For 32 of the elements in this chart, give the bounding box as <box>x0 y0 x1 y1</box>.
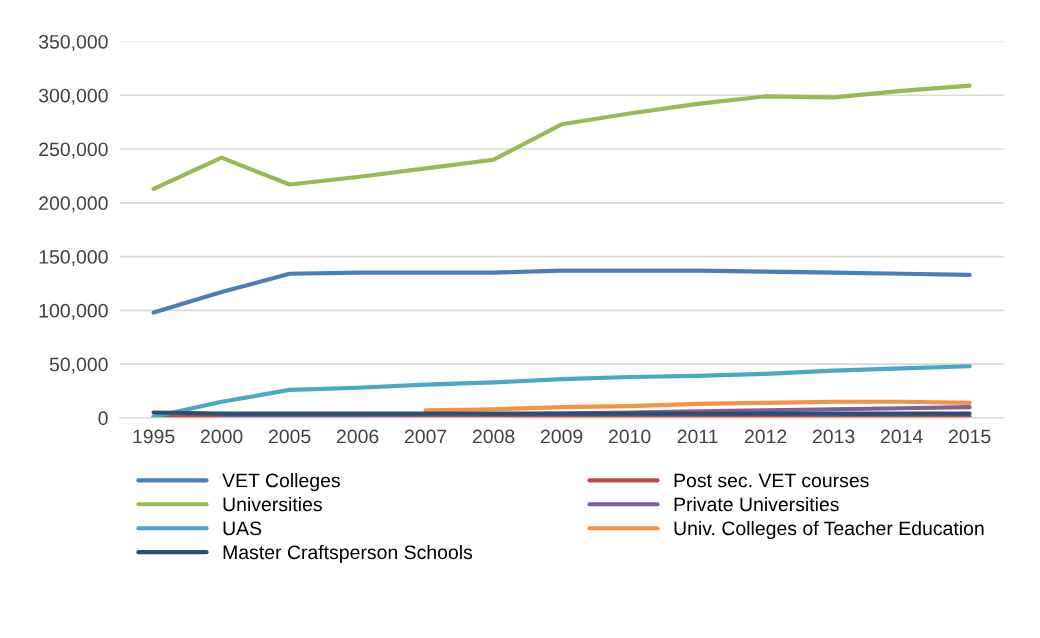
x-tick-label: 2000 <box>200 429 243 444</box>
x-tick-label: 2008 <box>472 429 515 444</box>
x-tick-label: 2007 <box>404 429 447 444</box>
x-tick-label: 2006 <box>336 429 379 444</box>
legend-label: Universities <box>223 496 322 512</box>
x-tick-label: 2014 <box>880 429 923 444</box>
legend-label: Post sec. VET courses <box>674 473 869 488</box>
line-series <box>151 364 972 418</box>
y-tick-label: 150,000 <box>39 250 108 267</box>
x-tick-label: 2013 <box>812 429 855 444</box>
x-tick-label: 2015 <box>948 429 991 444</box>
y-tick-label: 300,000 <box>38 88 108 105</box>
y-tick-label: 350,000 <box>38 34 108 51</box>
legend-label: Private Universities <box>674 496 839 512</box>
line-series <box>423 399 972 413</box>
y-tick-label: 200,000 <box>39 196 108 213</box>
legend-label: Univ. Colleges of Teacher Education <box>674 520 984 540</box>
line-series <box>151 83 972 191</box>
legend-label: Master Craftsperson Schools <box>223 544 473 564</box>
x-tick-label: 2010 <box>608 429 651 444</box>
x-tick-label: 2012 <box>744 429 787 444</box>
y-tick-label: 100,000 <box>39 303 108 320</box>
x-tick-label: 2011 <box>677 429 718 444</box>
y-tick-label: 250,000 <box>39 142 108 159</box>
legend-label: UAS <box>223 521 262 536</box>
y-tick-label: 0 <box>98 411 108 426</box>
x-tick-label: 1995 <box>133 429 175 444</box>
legend-label: VET Colleges <box>222 473 340 492</box>
x-tick-label: 2005 <box>268 429 311 444</box>
x-tick-label: 2009 <box>540 429 583 444</box>
line-series <box>151 268 972 315</box>
y-tick-label: 50,000 <box>49 357 108 374</box>
